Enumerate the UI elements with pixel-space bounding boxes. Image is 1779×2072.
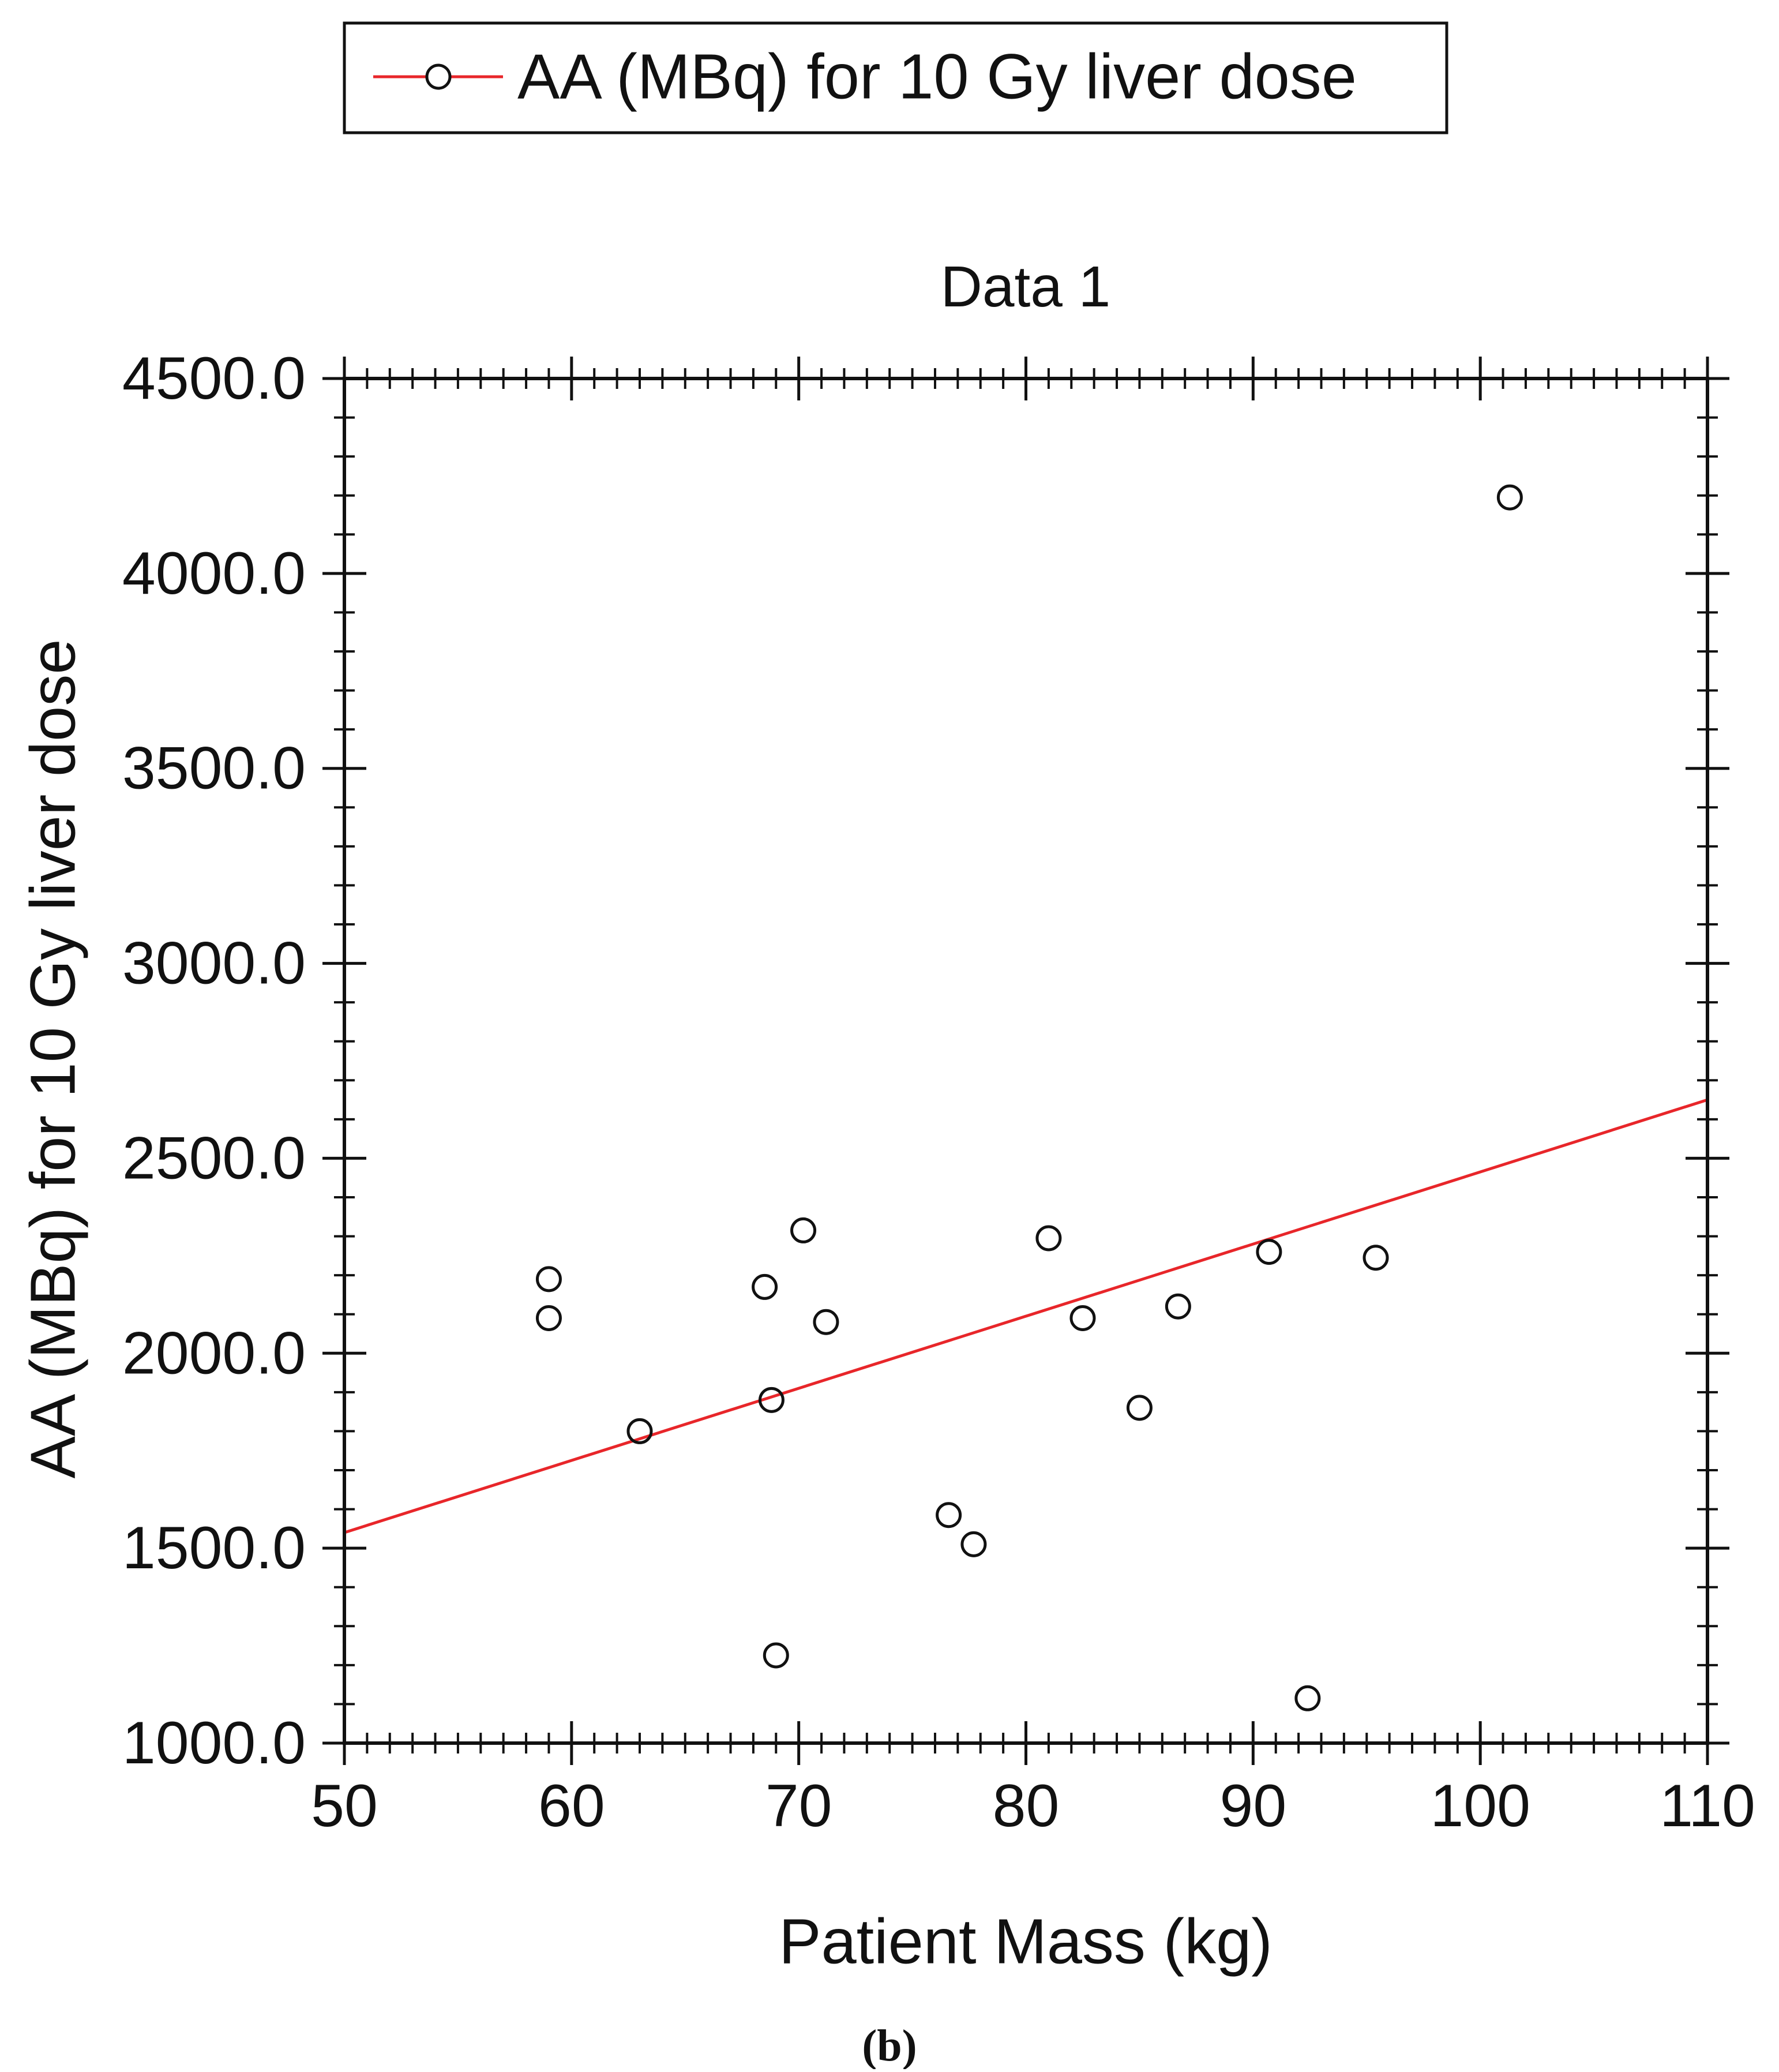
x-tick-label: 50 — [311, 1773, 378, 1839]
data-point — [1165, 1293, 1191, 1320]
data-point — [1294, 1685, 1321, 1711]
fit-line — [344, 1098, 1708, 1534]
data-points — [535, 484, 1523, 1711]
minor-ticks — [334, 368, 1718, 1753]
fit-line-layer — [344, 1098, 1708, 1534]
panel-label: (b) — [862, 2021, 917, 2070]
plot-frame — [343, 377, 1709, 1745]
legend-marker-swatch — [425, 63, 452, 90]
x-tick-label: 60 — [538, 1773, 605, 1839]
y-tick-label: 1500.0 — [122, 1515, 306, 1582]
data-point — [535, 1266, 562, 1292]
y-tick-label: 4500.0 — [122, 345, 306, 412]
y-tick-label: 3500.0 — [122, 735, 306, 802]
x-tick-label: 100 — [1430, 1773, 1530, 1839]
major-ticks — [322, 357, 1729, 1765]
data-point — [1069, 1305, 1096, 1331]
x-tick-labels: 50 60 70 80 90 100 110 — [311, 1773, 1755, 1839]
x-tick-label: 90 — [1219, 1773, 1286, 1839]
data-point — [1126, 1395, 1153, 1421]
data-point — [752, 1273, 778, 1300]
data-point — [763, 1642, 789, 1669]
data-point — [535, 1305, 562, 1331]
y-tick-label: 3000.0 — [122, 930, 306, 997]
x-tick-label: 110 — [1660, 1773, 1755, 1839]
data-point — [1363, 1245, 1389, 1271]
data-point — [1035, 1225, 1062, 1252]
data-point — [813, 1309, 839, 1335]
legend-box — [343, 21, 1448, 134]
y-tick-label: 4000.0 — [122, 540, 306, 607]
y-tick-label: 2000.0 — [122, 1320, 306, 1387]
x-tick-label: 70 — [765, 1773, 832, 1839]
y-tick-label: 1000.0 — [122, 1710, 306, 1777]
y-axis-label: AA (MBq) for 10 Gy liver dose — [18, 639, 89, 1479]
legend-label: AA (MBq) for 10 Gy liver dose — [517, 42, 1357, 113]
x-tick-label: 80 — [993, 1773, 1060, 1839]
legend: AA (MBq) for 10 Gy liver dose — [343, 21, 1448, 134]
data-point — [758, 1387, 785, 1413]
data-point — [960, 1531, 987, 1557]
data-point — [790, 1217, 817, 1243]
data-point — [1256, 1239, 1282, 1265]
data-point — [626, 1418, 653, 1444]
chart-title: Data 1 — [941, 254, 1111, 319]
y-tick-labels: 1000.0 1500.0 2000.0 2500.0 3000.0 3500.0 4000… — [122, 345, 306, 1777]
data-point — [1496, 484, 1523, 511]
x-axis-label: Patient Mass (kg) — [779, 1906, 1273, 1977]
y-tick-label: 2500.0 — [122, 1125, 306, 1192]
data-point — [936, 1502, 962, 1528]
